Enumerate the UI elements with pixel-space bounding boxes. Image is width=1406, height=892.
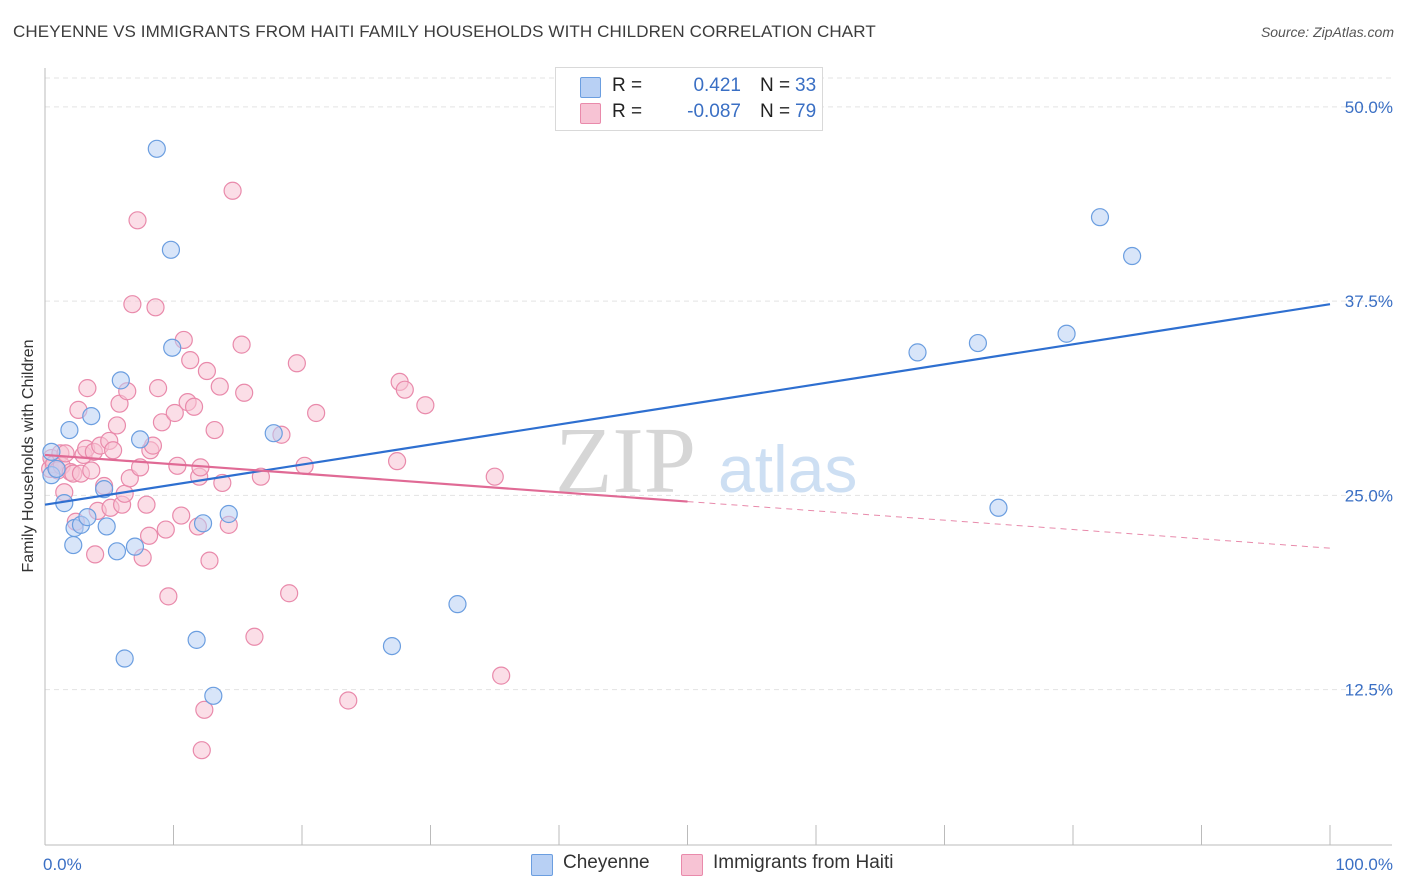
data-point-haiti: [107, 416, 127, 435]
data-point-cheyenne: [97, 517, 116, 536]
data-point-haiti: [104, 441, 123, 460]
data-point-haiti: [82, 461, 101, 480]
chart-title: CHEYENNE VS IMMIGRANTS FROM HAITI FAMILY…: [13, 22, 876, 41]
legend-swatch-haiti: [681, 854, 703, 876]
data-point-cheyenne: [161, 240, 181, 259]
data-point-cheyenne: [64, 535, 83, 555]
y-tick-label: 50.0%: [1345, 98, 1393, 117]
data-point-cheyenne: [42, 442, 61, 461]
data-point-cheyenne: [187, 630, 206, 649]
data-point-haiti: [195, 700, 214, 719]
data-point-cheyenne: [382, 636, 402, 656]
legend-r-label: R =: [612, 101, 643, 122]
source-label: Source: ZipAtlas.com: [1260, 24, 1394, 40]
data-point-cheyenne: [968, 333, 988, 353]
data-point-cheyenne: [204, 686, 223, 705]
trendline-haiti-dashed: [687, 501, 1331, 549]
data-point-cheyenne: [908, 343, 927, 362]
legend-r-label: R =: [612, 75, 643, 96]
data-point-haiti: [139, 526, 159, 545]
data-point-haiti: [200, 551, 219, 570]
legend-n-label: N =: [760, 75, 791, 96]
stats-legend: R = 0.421 N = 33 R = -0.087 N = 79: [555, 67, 823, 131]
data-point-haiti: [137, 495, 156, 514]
data-point-haiti: [395, 380, 414, 399]
y-axis-label: Family Households with Children: [20, 339, 37, 573]
data-point-haiti: [307, 403, 326, 423]
gridlines: [45, 77, 1392, 691]
data-point-haiti: [146, 298, 165, 317]
data-point-haiti: [245, 627, 264, 646]
data-point-cheyenne: [82, 406, 101, 426]
data-point-cheyenne: [448, 595, 467, 614]
data-point-haiti: [416, 396, 435, 415]
data-point-cheyenne: [60, 420, 79, 440]
data-point-haiti: [387, 452, 407, 471]
data-point-haiti: [152, 413, 172, 432]
data-point-cheyenne: [147, 139, 166, 158]
data-point-cheyenne: [1057, 324, 1076, 343]
data-point-cheyenne: [130, 430, 150, 449]
data-point-cheyenne: [111, 371, 130, 390]
data-point-cheyenne: [193, 514, 213, 533]
data-point-haiti: [128, 211, 147, 230]
y-tick-label: 12.5%: [1345, 681, 1393, 700]
y-tick-label: 25.0%: [1345, 486, 1393, 505]
data-point-haiti: [156, 520, 175, 539]
data-point-cheyenne: [47, 459, 66, 479]
watermark-atlas: atlas: [718, 432, 857, 506]
legend-swatch-cheyenne: [580, 77, 601, 98]
data-point-cheyenne: [78, 508, 97, 527]
legend-n-value: 79: [795, 101, 817, 122]
data-point-haiti: [205, 420, 224, 440]
data-point-haiti: [339, 691, 358, 710]
data-point-haiti: [223, 181, 242, 200]
trendline-haiti: [44, 453, 688, 503]
x-tick-label: 100.0%: [1335, 855, 1393, 874]
data-point-haiti: [159, 587, 178, 606]
legend-label-haiti: Immigrants from Haiti: [713, 852, 894, 873]
data-point-cheyenne: [1090, 208, 1110, 227]
data-point-haiti: [287, 354, 306, 373]
data-point-cheyenne: [1123, 246, 1142, 266]
data-point-haiti: [86, 545, 105, 564]
data-point-haiti: [197, 361, 217, 381]
data-point-haiti: [165, 403, 184, 423]
y-tick-label: 37.5%: [1345, 292, 1393, 311]
data-point-haiti: [181, 351, 200, 370]
watermark-zip: ZIP: [555, 409, 696, 513]
data-point-cheyenne: [125, 537, 145, 556]
data-point-cheyenne: [219, 504, 238, 524]
data-point-haiti: [210, 377, 229, 396]
data-point-haiti: [123, 295, 142, 314]
data-point-cheyenne: [163, 338, 182, 357]
legend-swatch-cheyenne: [531, 854, 553, 876]
data-point-cheyenne: [95, 480, 114, 499]
legend-n-label: N =: [760, 101, 791, 122]
data-point-haiti: [184, 397, 204, 416]
data-point-haiti: [172, 506, 191, 525]
data-point-haiti: [492, 666, 511, 685]
legend-label-cheyenne: Cheyenne: [563, 852, 650, 873]
data-point-cheyenne: [264, 424, 283, 443]
data-point-haiti: [192, 741, 211, 760]
legend-r-value: -0.087: [687, 101, 741, 122]
data-point-cheyenne: [989, 498, 1008, 517]
legend-r-value: 0.421: [693, 75, 741, 96]
data-point-haiti: [235, 383, 254, 402]
legend-n-value: 33: [795, 75, 817, 96]
data-point-haiti: [78, 379, 97, 398]
data-point-cheyenne: [115, 649, 134, 668]
data-point-cheyenne: [107, 542, 127, 561]
data-point-haiti: [485, 467, 504, 486]
legend-swatch-haiti: [580, 103, 601, 124]
data-point-haiti: [232, 335, 251, 354]
data-point-haiti: [280, 584, 299, 603]
data-point-haiti: [148, 379, 168, 398]
x-tick-label: 0.0%: [43, 855, 82, 874]
